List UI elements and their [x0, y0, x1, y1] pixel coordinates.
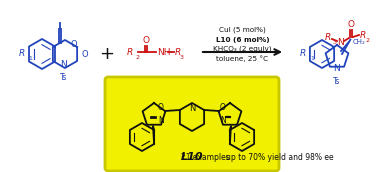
Text: L10 (6 mol%): L10 (6 mol%) [216, 36, 269, 42]
Text: R: R [360, 30, 366, 40]
Text: O: O [143, 35, 150, 45]
Text: 3: 3 [333, 40, 337, 45]
FancyBboxPatch shape [105, 77, 279, 171]
Text: R: R [325, 33, 331, 41]
Text: O: O [82, 50, 88, 58]
Text: up to 70% yield and 98% ee: up to 70% yield and 98% ee [226, 153, 334, 162]
Text: R: R [300, 49, 306, 57]
Text: NH: NH [157, 47, 170, 56]
Text: 2: 2 [135, 55, 139, 60]
Text: CuI (5 mol%): CuI (5 mol%) [219, 27, 266, 33]
Text: R: R [127, 47, 133, 56]
Text: 1: 1 [28, 56, 32, 61]
Text: N: N [158, 116, 164, 125]
Text: L10: L10 [181, 152, 203, 162]
Text: Ts: Ts [333, 77, 341, 86]
Text: 21 examples: 21 examples [181, 153, 229, 162]
Text: 2: 2 [365, 38, 369, 43]
Text: 3: 3 [180, 55, 184, 60]
Text: N: N [60, 60, 67, 69]
Text: O: O [347, 19, 355, 29]
Text: N: N [334, 63, 340, 73]
Text: KHCO₃ (2 equiv): KHCO₃ (2 equiv) [213, 46, 272, 52]
Text: R: R [19, 49, 25, 57]
Text: O: O [158, 103, 164, 111]
Text: N: N [337, 37, 343, 46]
Text: 1: 1 [310, 56, 314, 61]
Text: N: N [220, 116, 226, 125]
Text: R: R [175, 47, 181, 56]
Text: toluene, 25 °C: toluene, 25 °C [217, 55, 268, 62]
Text: O: O [220, 103, 226, 111]
Text: Ts: Ts [60, 73, 68, 82]
Text: CH₂: CH₂ [352, 39, 365, 45]
Text: O: O [71, 40, 77, 49]
Text: +: + [99, 45, 115, 63]
Text: N: N [189, 104, 195, 113]
